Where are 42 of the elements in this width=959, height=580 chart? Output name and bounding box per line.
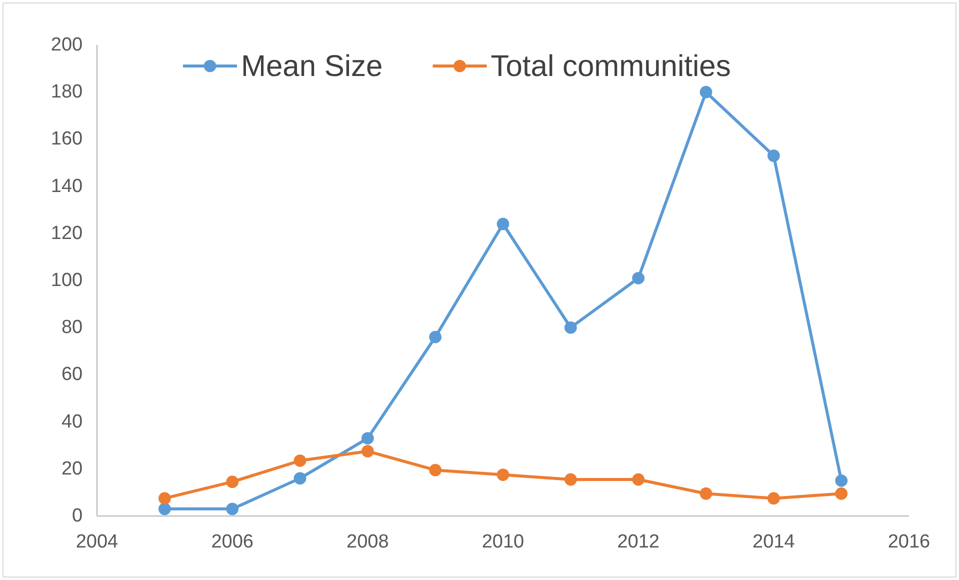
y-tick-label: 60	[61, 364, 83, 386]
x-tick-label: 2008	[346, 532, 389, 552]
x-tick-label: 2006	[211, 532, 254, 552]
y-tick-label: 20	[61, 458, 83, 480]
y-tick-label: 40	[61, 411, 83, 432]
y-tick-label: 140	[50, 176, 83, 197]
point	[361, 445, 374, 458]
point	[700, 487, 712, 500]
y-tick-label: 0	[72, 506, 83, 526]
point	[294, 454, 306, 467]
point	[835, 487, 848, 500]
point	[158, 502, 171, 516]
point	[158, 492, 171, 505]
x-tick-label: 2016	[888, 532, 930, 552]
point	[700, 86, 712, 98]
point	[429, 464, 442, 476]
point	[564, 473, 577, 486]
point	[429, 330, 442, 344]
point	[226, 476, 239, 488]
point	[767, 492, 780, 505]
y-tick-label: 100	[50, 270, 83, 291]
point	[496, 468, 510, 481]
y-tick-label: 120	[50, 222, 83, 244]
y-tick-label: 180	[50, 82, 83, 103]
y-tick-label: 200	[50, 34, 83, 56]
x-tick-label: 2014	[752, 532, 796, 552]
point	[632, 272, 645, 284]
x-tick-label: 2004	[76, 532, 119, 552]
point	[632, 473, 645, 486]
point	[564, 321, 577, 334]
point	[294, 472, 306, 485]
point	[767, 149, 780, 162]
point	[496, 218, 510, 230]
x-tick-label: 2012	[617, 532, 660, 552]
legend-label: Total communities	[490, 50, 731, 83]
y-tick-label: 160	[50, 128, 83, 150]
y-tick-label: 80	[61, 317, 83, 338]
point	[361, 432, 374, 444]
legend-label: Mean Size	[241, 50, 383, 83]
point	[835, 474, 848, 487]
point	[226, 502, 239, 516]
x-tick-label: 2010	[482, 532, 524, 552]
